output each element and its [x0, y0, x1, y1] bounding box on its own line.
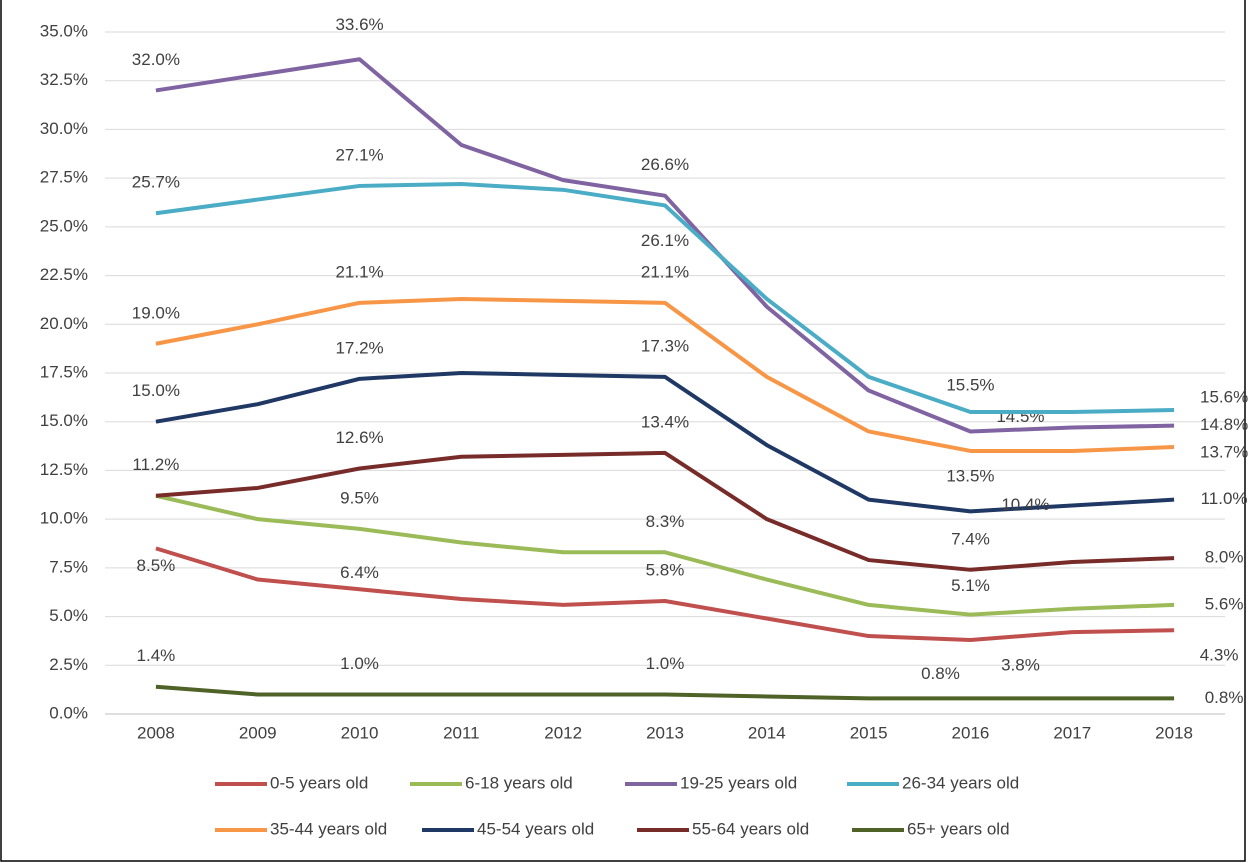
data-label: 33.6% [335, 15, 383, 34]
y-tick-label: 32.5% [40, 70, 88, 89]
y-tick-label: 12.5% [40, 460, 88, 479]
series-line [155, 450, 1175, 572]
data-label: 5.8% [646, 560, 685, 579]
data-label: 0.8% [921, 664, 960, 683]
data-label: 12.6% [335, 428, 383, 447]
legend-label: 6-18 years old [465, 773, 573, 792]
data-label: 21.1% [641, 262, 689, 281]
legend-label: 0-5 years old [270, 773, 368, 792]
series-line [155, 57, 1175, 434]
data-label: 5.1% [951, 576, 990, 595]
data-label: 8.3% [646, 512, 685, 531]
data-label: 6.4% [340, 563, 379, 582]
data-label: 5.6% [1205, 594, 1244, 613]
x-tick-label: 2012 [544, 723, 582, 742]
x-tick-label: 2017 [1053, 723, 1091, 742]
data-label: 26.6% [641, 155, 689, 174]
y-tick-label: 27.5% [40, 168, 88, 187]
x-tick-label: 2010 [341, 723, 379, 742]
x-tick-label: 2014 [748, 723, 786, 742]
data-label: 15.0% [132, 381, 180, 400]
series-line [155, 684, 1175, 701]
data-label: 26.1% [641, 231, 689, 250]
y-tick-label: 22.5% [40, 265, 88, 284]
data-label: 13.5% [946, 466, 994, 485]
data-label: 17.2% [335, 338, 383, 357]
y-tick-label: 20.0% [40, 314, 88, 333]
data-label: 1.0% [340, 654, 379, 673]
y-tick-label: 7.5% [49, 557, 88, 576]
x-tick-label: 2015 [850, 723, 888, 742]
data-label: 1.0% [646, 654, 685, 673]
data-label: 10.4% [1001, 495, 1049, 514]
data-label: 19.0% [132, 303, 180, 322]
y-tick-label: 2.5% [49, 655, 88, 674]
y-tick-label: 17.5% [40, 362, 88, 381]
data-label: 11.0% [1201, 489, 1248, 508]
x-tick-label: 2011 [443, 723, 480, 742]
legend-label: 35-44 years old [270, 819, 387, 838]
data-label: 8.5% [137, 556, 176, 575]
y-tick-label: 25.0% [40, 216, 88, 235]
data-label: 1.4% [137, 646, 176, 665]
series-line [155, 296, 1175, 453]
data-label: 7.4% [951, 529, 990, 548]
data-label: 25.7% [132, 173, 180, 192]
y-tick-label: 0.0% [49, 703, 88, 722]
legend-label: 55-64 years old [692, 819, 809, 838]
x-tick-label: 2009 [239, 723, 277, 742]
data-label: 4.3% [1200, 646, 1239, 665]
x-tick-label: 2016 [952, 723, 990, 742]
y-tick-label: 30.0% [40, 119, 88, 138]
data-label: 14.5% [996, 407, 1044, 426]
data-label: 27.1% [335, 145, 383, 164]
legend-label: 45-54 years old [477, 819, 594, 838]
data-label: 15.6% [1200, 388, 1248, 407]
legend-label: 19-25 years old [680, 773, 797, 792]
data-label: 13.4% [641, 412, 689, 431]
y-tick-label: 5.0% [49, 606, 88, 625]
y-tick-label: 15.0% [40, 411, 88, 430]
x-tick-label: 2013 [646, 723, 684, 742]
data-label: 15.5% [946, 375, 994, 394]
data-label: 0.8% [1205, 688, 1244, 707]
data-label: 17.3% [641, 336, 689, 355]
legend-label: 26-34 years old [902, 773, 1019, 792]
data-label: 11.2% [132, 455, 179, 474]
data-label: 13.7% [1200, 443, 1248, 462]
y-tick-label: 35.0% [40, 21, 88, 40]
x-tick-label: 2018 [1155, 723, 1193, 742]
data-label: 32.0% [132, 50, 180, 69]
data-label: 9.5% [340, 488, 379, 507]
x-tick-label: 2008 [137, 723, 175, 742]
series-line [155, 371, 1175, 514]
series-line [155, 546, 1175, 642]
y-tick-label: 10.0% [40, 509, 88, 528]
series-line [155, 493, 1175, 617]
series-line [155, 181, 1175, 414]
data-label: 14.8% [1200, 415, 1248, 434]
data-label: 8.0% [1205, 548, 1244, 567]
data-label: 21.1% [335, 262, 383, 281]
data-label: 3.8% [1001, 655, 1040, 674]
legend-label: 65+ years old [907, 819, 1010, 838]
